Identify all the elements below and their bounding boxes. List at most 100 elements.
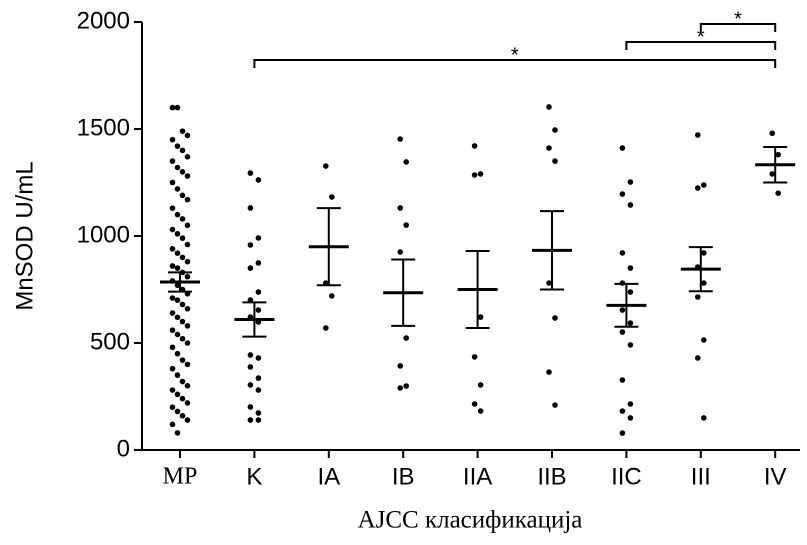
data-point <box>477 314 484 320</box>
y-tick-label: 1500 <box>77 114 130 141</box>
error-bar <box>242 301 267 338</box>
data-point <box>619 377 626 383</box>
x-tick-label: MP <box>163 464 198 490</box>
data-point <box>179 128 186 134</box>
data-point <box>174 430 181 436</box>
data-point <box>174 211 181 218</box>
data-point <box>179 169 186 175</box>
error-bar <box>168 271 192 293</box>
data-point <box>174 231 181 237</box>
data-point <box>174 297 181 304</box>
data-point <box>184 340 191 346</box>
data-point <box>169 421 176 428</box>
data-point <box>627 265 634 271</box>
x-tick-label: IV <box>764 463 787 490</box>
data-point <box>546 280 552 286</box>
data-point <box>169 246 176 252</box>
data-point <box>255 177 262 183</box>
data-point <box>255 307 262 313</box>
data-point <box>179 254 186 261</box>
significance-label: * <box>697 26 705 48</box>
data-point <box>397 363 404 369</box>
data-point <box>174 331 181 338</box>
significance-bracket <box>625 41 777 50</box>
x-tick-label: K <box>246 463 262 490</box>
data-point <box>179 147 186 154</box>
data-point <box>179 216 186 222</box>
x-axis-label: AJCC класификација <box>358 507 583 534</box>
data-point <box>247 382 254 388</box>
data-point <box>701 337 707 343</box>
error-bar <box>614 282 639 328</box>
data-point <box>184 323 191 329</box>
data-point <box>619 408 626 414</box>
data-point <box>403 159 410 165</box>
data-point <box>184 305 191 312</box>
x-tick-label: IIA <box>463 463 492 490</box>
significance-label: * <box>734 8 742 30</box>
data-point <box>627 415 634 421</box>
data-point <box>701 182 707 188</box>
data-point <box>179 378 186 385</box>
data-point <box>184 222 191 229</box>
data-point <box>179 357 186 363</box>
data-point <box>169 387 176 393</box>
data-point <box>184 196 191 203</box>
data-point <box>174 314 181 321</box>
data-point <box>471 172 478 178</box>
data-point <box>619 307 626 313</box>
data-point <box>701 280 707 286</box>
data-point <box>184 417 191 423</box>
data-point <box>552 402 558 408</box>
y-axis-label: MnSOD U/mL <box>11 161 38 310</box>
data-point <box>174 391 181 398</box>
y-tick-label: 2000 <box>77 7 130 34</box>
data-point <box>169 404 176 411</box>
data-point <box>247 417 254 423</box>
y-tick-label: 500 <box>90 328 130 355</box>
data-point <box>174 408 181 415</box>
data-point <box>695 294 701 300</box>
data-point <box>329 194 335 200</box>
data-point <box>179 192 186 199</box>
data-point <box>619 191 626 197</box>
error-bar <box>688 246 713 293</box>
data-point <box>174 282 181 289</box>
data-point <box>619 329 626 335</box>
data-point <box>169 365 176 372</box>
data-point <box>247 364 254 370</box>
data-point <box>174 164 181 171</box>
data-point <box>169 310 176 316</box>
error-bar <box>763 145 788 184</box>
x-tick-label: IIB <box>537 463 566 490</box>
data-point <box>184 154 191 160</box>
data-point <box>546 104 552 110</box>
data-point <box>695 185 701 191</box>
data-point <box>169 295 176 301</box>
data-point <box>184 258 191 265</box>
data-point <box>174 350 181 357</box>
data-point <box>627 320 634 326</box>
data-point <box>184 132 191 139</box>
data-point <box>169 136 176 143</box>
data-point <box>169 104 176 111</box>
data-point <box>627 202 634 208</box>
data-point <box>769 130 775 137</box>
data-point <box>397 249 404 255</box>
data-point <box>397 205 404 211</box>
data-point <box>546 369 552 375</box>
data-point <box>174 104 181 111</box>
data-point <box>255 410 262 416</box>
data-point <box>403 222 410 228</box>
data-point <box>477 382 484 388</box>
error-bar <box>316 207 341 287</box>
data-point <box>701 415 707 421</box>
data-point <box>184 361 191 368</box>
data-point <box>255 235 262 241</box>
data-point <box>255 289 262 295</box>
data-point <box>174 143 181 149</box>
data-point <box>169 179 176 186</box>
data-point <box>179 395 186 402</box>
data-point <box>546 145 552 151</box>
